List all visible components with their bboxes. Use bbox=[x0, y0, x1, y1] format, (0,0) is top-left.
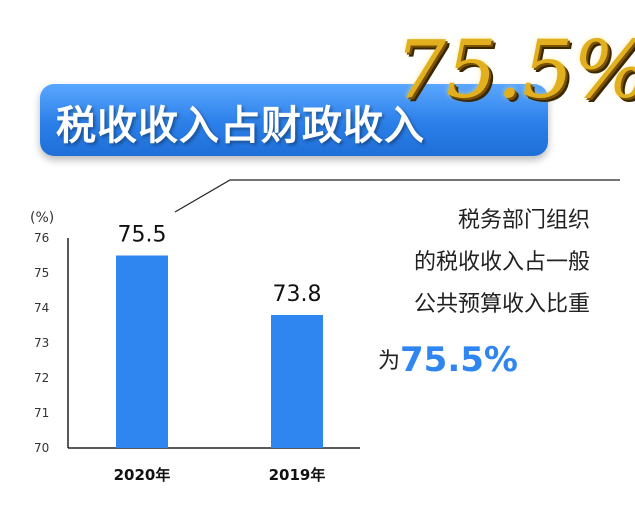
callout-line bbox=[174, 179, 620, 213]
y-tick-label: 75 bbox=[34, 266, 49, 280]
y-tick-label: 71 bbox=[34, 406, 49, 420]
x-tick-label: 2020年 bbox=[114, 466, 171, 484]
y-tick-label: 72 bbox=[34, 371, 49, 385]
description-highlight: 75.5% bbox=[400, 340, 518, 380]
description-line-4: 为75.5% bbox=[378, 340, 518, 380]
y-tick-label: 76 bbox=[34, 231, 49, 245]
y-tick-label: 73 bbox=[34, 336, 49, 350]
bar bbox=[116, 255, 168, 448]
data-label: 75.5 bbox=[118, 223, 167, 248]
headline-percent: 75.5% bbox=[395, 23, 635, 116]
bar bbox=[271, 315, 323, 448]
y-tick-label: 74 bbox=[34, 301, 49, 315]
data-label: 73.8 bbox=[273, 282, 322, 307]
y-unit-label: (%) bbox=[30, 210, 54, 226]
banner-title: 税收收入占财政收入 bbox=[56, 103, 425, 149]
x-tick-label: 2019年 bbox=[269, 466, 326, 484]
description: 税务部门组织 的税收收入占一般 公共预算收入比重 bbox=[375, 200, 590, 326]
description-line-1: 税务部门组织 bbox=[457, 208, 590, 233]
y-tick-label: 70 bbox=[34, 441, 49, 455]
description-line-3: 公共预算收入比重 bbox=[413, 292, 590, 317]
description-prefix: 为 bbox=[378, 349, 401, 374]
description-line-2: 的税收收入占一般 bbox=[413, 250, 590, 275]
title-banner bbox=[40, 84, 548, 156]
